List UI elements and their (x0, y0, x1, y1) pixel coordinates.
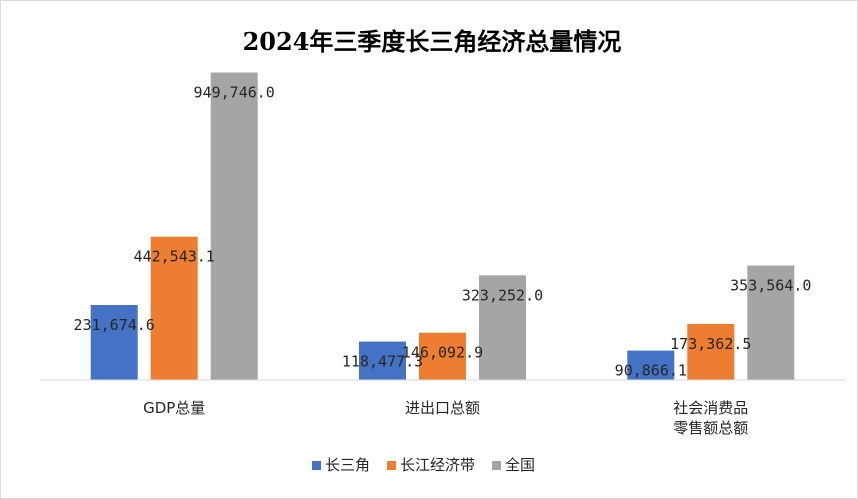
data-label-长江经济带-2: 173,362.5 (670, 335, 751, 353)
data-labels-group: 231,674.6 442,543.1 949,746.0 118,477.3146,… (74, 84, 812, 380)
bar-全国-1 (479, 275, 526, 380)
bars-group (90, 72, 795, 380)
bar-长三角-1 (359, 341, 406, 380)
legend: 长三角 长江经济带 全国 (312, 456, 535, 474)
bar-长江经济带-0 (150, 236, 198, 380)
legend-swatch-长江经济带 (387, 461, 396, 470)
category-label-1-0: 进出口总额 (405, 399, 480, 417)
data-label-长三角-0: 231,674.6 (74, 316, 155, 334)
data-label-全国-0: 949,746.0 (194, 84, 275, 102)
data-label-长三角-2: 90,866.1 (615, 362, 687, 380)
category-label-2-1: 零售额总额 (673, 419, 748, 437)
data-label-全国-2: 353,564.0 (730, 277, 811, 295)
bar-长三角-0 (90, 305, 138, 380)
legend-swatch-全国 (492, 461, 501, 470)
bar-全国-0 (210, 72, 258, 380)
data-label-长江经济带-1: 146,092.9 (402, 344, 483, 362)
data-label-长江经济带-0: 442,543.1 (134, 248, 215, 266)
category-label-0-0: GDP总量 (143, 399, 205, 417)
category-label-2-0: 社会消费品 (673, 399, 748, 417)
bar-长江经济带-2 (687, 323, 735, 380)
data-label-全国-1: 323,252.0 (462, 286, 543, 304)
legend-label-长三角: 长三角 (325, 456, 370, 474)
legend-label-全国: 全国 (505, 456, 535, 474)
bar-长三角-2 (627, 350, 675, 380)
bar-全国-2 (747, 265, 795, 380)
chart-title: 2024年三季度长三角经济总量情况 (243, 27, 622, 56)
legend-label-长江经济带: 长江经济带 (400, 456, 475, 474)
data-label-长三角-1: 118,477.3 (342, 353, 423, 371)
legend-swatch-长三角 (312, 461, 321, 470)
bar-长江经济带-1 (419, 332, 466, 380)
